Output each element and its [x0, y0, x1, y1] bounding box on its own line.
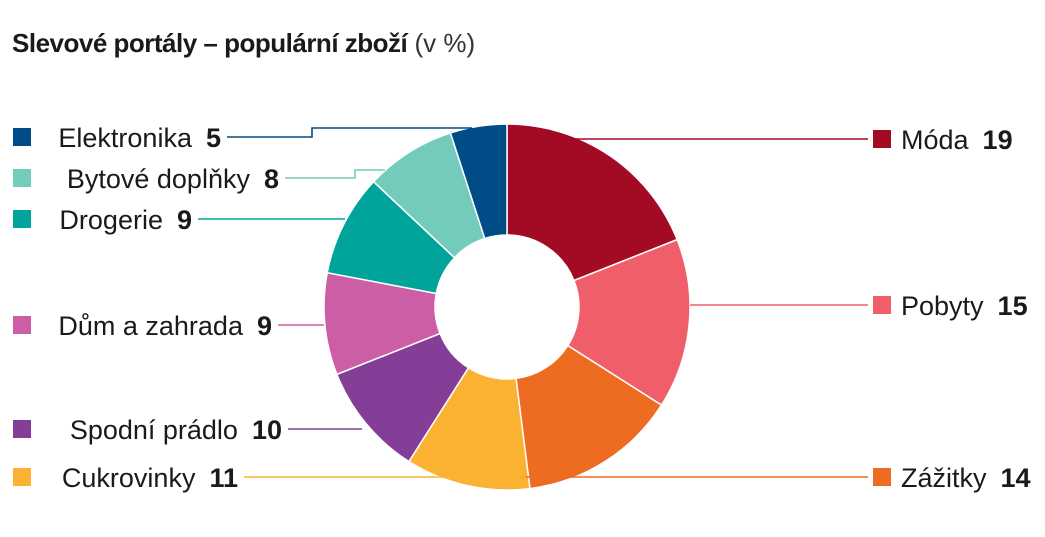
chart-title-main: Slevové portály – populární zboží — [12, 28, 408, 58]
slice-value-drogerie: 9 — [177, 205, 192, 235]
slice-label-text-cukrovinky: Cukrovinky — [62, 463, 196, 493]
slice-label-text-moda: Móda — [901, 125, 970, 155]
leader-line-bytove-doplnky — [285, 169, 385, 179]
slice-value-cukrovinky: 11 — [209, 463, 238, 493]
slice-value-spodni-pradlo: 10 — [252, 415, 282, 445]
donut-slice-pobyty — [566, 238, 691, 407]
slice-label-text-zazitky: Zážitky — [901, 463, 987, 493]
slice-label-text-pobyty: Pobyty — [901, 291, 984, 321]
slice-value-moda: 19 — [983, 125, 1013, 155]
legend-swatch-dum-a-zahrada — [13, 316, 31, 334]
slice-value-bytove-doplnky: 8 — [264, 164, 279, 194]
slice-label-text-drogerie: Drogerie — [59, 205, 163, 235]
slice-label-elektronika: Elektronika 5 — [58, 123, 221, 153]
slice-label-spodni-pradlo: Spodní prádlo 10 — [70, 415, 282, 445]
donut-slices — [323, 123, 691, 491]
legend-swatch-spodni-pradlo — [13, 420, 31, 438]
slice-label-cukrovinky: Cukrovinky 11 — [62, 463, 238, 493]
slice-value-zazitky: 14 — [1001, 463, 1031, 493]
slice-label-bytove-doplnky: Bytové doplňky 8 — [67, 164, 279, 194]
legend-swatch-drogerie — [13, 210, 31, 228]
slice-label-text-bytove-doplnky: Bytové doplňky — [67, 164, 251, 194]
slice-label-pobyty: Pobyty 15 — [901, 291, 1028, 321]
legend-swatch-elektronika — [13, 128, 31, 146]
chart-title: Slevové portály – populární zboží (v %) — [12, 28, 475, 59]
slice-label-drogerie: Drogerie 9 — [59, 205, 192, 235]
legend-swatch-cukrovinky — [13, 468, 31, 486]
slice-label-moda: Móda 19 — [901, 125, 1013, 155]
slice-label-text-spodni-pradlo: Spodní prádlo — [70, 415, 238, 445]
legend-swatch-moda — [873, 130, 891, 148]
slice-value-elektronika: 5 — [206, 123, 221, 153]
slice-label-zazitky: Zážitky 14 — [901, 463, 1031, 493]
slice-label-dum-a-zahrada: Dům a zahrada 9 — [58, 311, 272, 341]
legend-swatch-zazitky — [873, 468, 891, 486]
slice-label-text-dum-a-zahrada: Dům a zahrada — [58, 311, 244, 341]
slice-value-pobyty: 15 — [998, 291, 1028, 321]
slice-label-text-elektronika: Elektronika — [58, 123, 193, 153]
slice-value-dum-a-zahrada: 9 — [257, 311, 272, 341]
chart-title-unit: (v %) — [414, 28, 476, 58]
slice-labels: Móda 19 Pobyty 15 Zážitky 14 Cukrovinky 11 Spodn… — [13, 123, 1031, 493]
leader-line-elektronika — [227, 127, 472, 138]
legend-swatch-bytove-doplnky — [13, 169, 31, 187]
donut-slice-moda — [506, 123, 679, 282]
leader-lines — [198, 127, 868, 478]
legend-swatch-pobyty — [873, 296, 891, 314]
donut-slice-zazitky — [515, 344, 663, 490]
